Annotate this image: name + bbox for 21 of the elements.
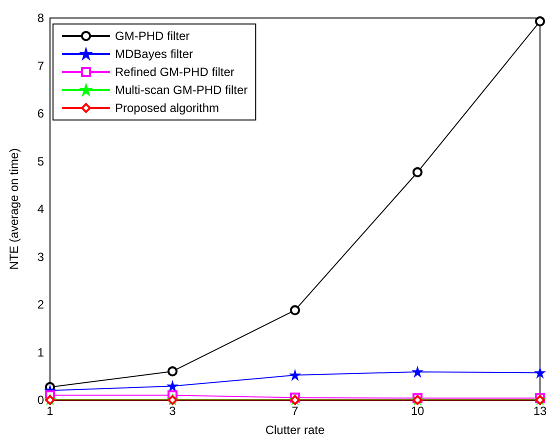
y-tick-label: 0 [37, 393, 44, 407]
legend-label: GM-PHD filter [115, 29, 190, 43]
legend-label: Refined GM-PHD filter [115, 65, 234, 79]
y-tick-label: 5 [37, 154, 44, 168]
y-tick-label: 1 [37, 345, 44, 360]
y-tick-label: 4 [37, 202, 44, 216]
x-tick-label: 7 [292, 404, 299, 418]
legend-label: Multi-scan GM-PHD filter [115, 83, 248, 97]
y-tick-label: 2 [37, 298, 44, 312]
x-axis-title: Clutter rate [265, 423, 325, 437]
x-tick-label: 3 [169, 404, 176, 418]
y-tick-label: 3 [37, 250, 44, 264]
y-axis-title: NTE (average on time) [7, 148, 21, 270]
y-tick-label: 6 [37, 106, 44, 120]
x-tick-label: 10 [410, 404, 424, 418]
x-tick-label: 13 [533, 404, 547, 418]
y-tick-label: 7 [37, 58, 44, 73]
x-tick-label: 1 [46, 404, 54, 418]
legend-label: MDBayes filter [115, 47, 194, 61]
y-tick-label: 8 [37, 11, 44, 25]
legend-label: Proposed algorithm [115, 101, 220, 115]
